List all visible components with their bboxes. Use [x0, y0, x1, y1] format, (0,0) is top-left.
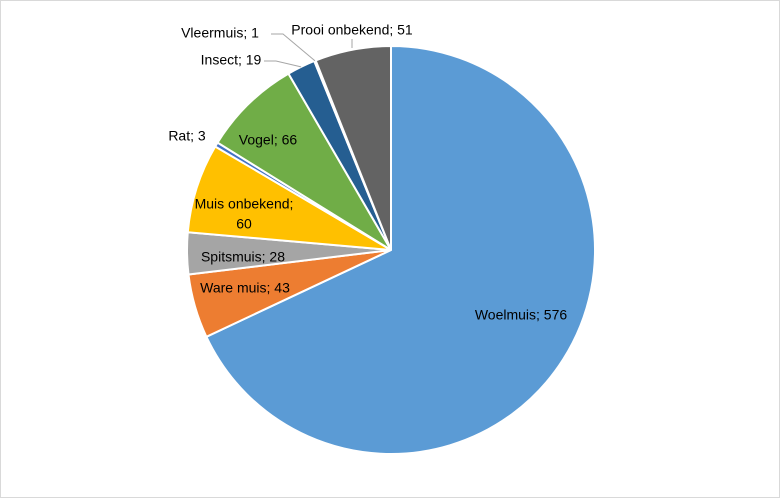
pie-slice-prooi-onbekend	[314, 44, 392, 251]
data-label-muis-onbekend: Muis onbekend;	[195, 196, 294, 212]
leader-lines	[264, 33, 353, 68]
data-label-rat: Rat; 3	[168, 128, 206, 144]
leader-line-vleermuis	[271, 33, 316, 62]
leader-line-insect	[264, 60, 302, 68]
data-label-ware-muis: Ware muis; 43	[200, 280, 290, 296]
data-label-vogel: Vogel; 66	[239, 132, 298, 148]
pie-slice-vogel	[216, 72, 392, 251]
data-label-insect: Insect; 19	[201, 52, 262, 68]
data-label-woelmuis: Woelmuis; 576	[475, 307, 568, 323]
pie-slice-woelmuis	[205, 44, 596, 455]
data-labels: Woelmuis; 576 Ware muis; 43 Spitsmuis; 28 M…	[168, 22, 567, 323]
data-label-vleermuis: Vleermuis; 1	[181, 25, 259, 41]
data-label-prooi-onbekend: Prooi onbekend; 51	[291, 22, 413, 38]
data-label-muis-onbekend-value: 60	[236, 216, 252, 232]
pie-slices	[186, 44, 596, 455]
data-label-spitsmuis: Spitsmuis; 28	[201, 249, 285, 265]
